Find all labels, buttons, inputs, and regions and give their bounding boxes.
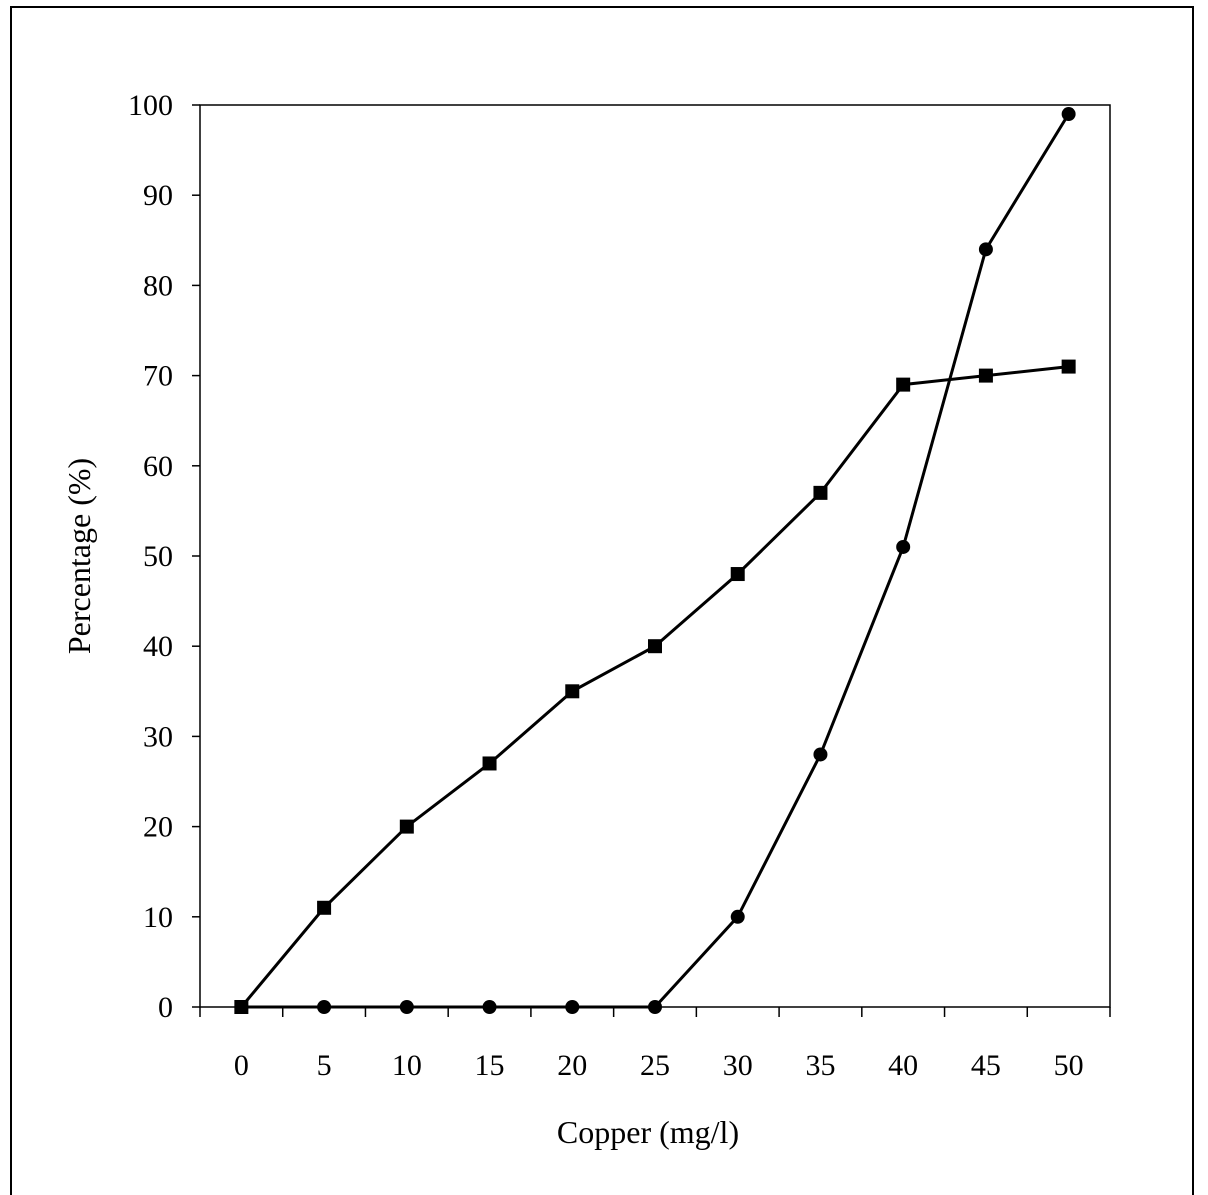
data-point-square bbox=[813, 485, 828, 500]
chart-frame bbox=[10, 6, 1194, 1195]
data-point-circle bbox=[730, 909, 745, 924]
data-point-circle bbox=[317, 1000, 332, 1014]
x-axis-title: Copper (mg/l) bbox=[557, 1114, 739, 1150]
plot-area-border bbox=[199, 104, 1111, 1008]
data-point-circle bbox=[565, 1000, 580, 1014]
data-point-square bbox=[648, 639, 662, 654]
series-line-circle bbox=[241, 113, 1070, 1009]
data-point-square bbox=[730, 567, 745, 582]
data-point-square bbox=[399, 819, 414, 834]
y-tick-label: 50 bbox=[143, 540, 173, 573]
x-tick-label: 0 bbox=[234, 1049, 249, 1082]
y-axis: 0 10 20 30 40 50 60 70 80 90 100 bbox=[128, 89, 200, 1024]
y-tick-label: 0 bbox=[158, 991, 173, 1024]
series-lines bbox=[240, 113, 1070, 1009]
x-tick-label: 50 bbox=[1054, 1049, 1084, 1082]
data-point-square bbox=[565, 684, 580, 699]
x-tick-label: 5 bbox=[317, 1049, 332, 1082]
data-point-circle bbox=[648, 1000, 662, 1014]
x-tick-label: 10 bbox=[392, 1049, 422, 1082]
data-point-square bbox=[317, 900, 332, 915]
data-point-circle bbox=[482, 1000, 497, 1014]
x-tick-label: 15 bbox=[475, 1049, 505, 1082]
data-point-square bbox=[482, 756, 497, 771]
data-point-square bbox=[1061, 359, 1076, 374]
y-tick-label: 90 bbox=[143, 179, 173, 212]
y-tick-label: 40 bbox=[143, 630, 173, 663]
data-point-square bbox=[978, 368, 993, 383]
y-tick-label: 30 bbox=[143, 720, 173, 753]
y-tick-label: 80 bbox=[143, 269, 173, 302]
x-tick-label: 35 bbox=[805, 1049, 835, 1082]
x-tick-label: 40 bbox=[888, 1049, 918, 1082]
data-point-circle bbox=[813, 747, 828, 762]
y-tick-label: 100 bbox=[128, 89, 173, 122]
data-point-circle bbox=[1061, 107, 1076, 122]
series-line-square bbox=[240, 365, 1069, 1008]
x-tick-label: 20 bbox=[557, 1049, 587, 1082]
data-point-circle bbox=[399, 1000, 414, 1014]
y-tick-label: 60 bbox=[143, 450, 173, 483]
y-tick-label: 20 bbox=[143, 811, 173, 844]
y-tick-label: 70 bbox=[143, 360, 173, 393]
x-tick-label: 25 bbox=[640, 1049, 670, 1082]
data-point-square bbox=[896, 377, 911, 392]
y-tick-label: 10 bbox=[143, 901, 173, 934]
y-axis-title: Percentage (%) bbox=[61, 458, 97, 654]
data-point-circle bbox=[234, 1000, 249, 1014]
data-point-circle bbox=[896, 539, 911, 554]
series-markers bbox=[234, 107, 1076, 1014]
data-point-circle bbox=[978, 242, 993, 257]
x-axis: 0 5 10 15 20 25 30 35 40 45 50 bbox=[199, 1007, 1111, 1082]
x-tick-label: 30 bbox=[723, 1049, 753, 1082]
x-tick-label: 45 bbox=[971, 1049, 1001, 1082]
